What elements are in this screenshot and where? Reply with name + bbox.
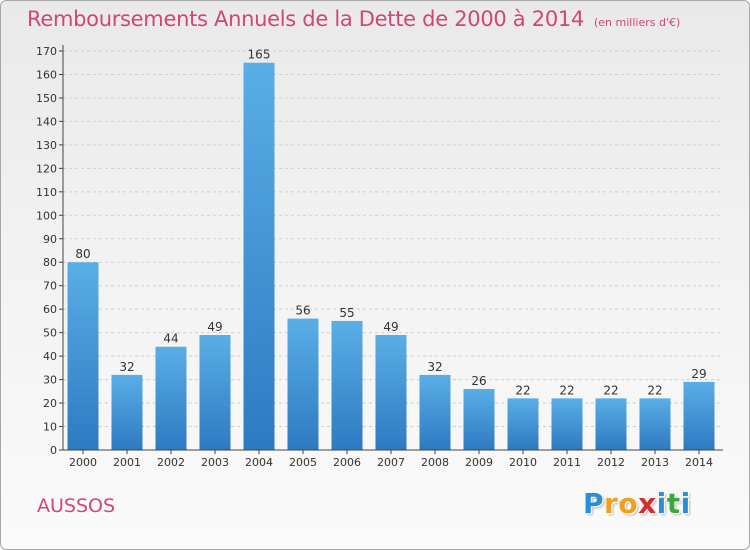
tick-labels: 0 10 20 30 40 50 60 70 80 90 100 110 120 130 140 150 160… — [36, 45, 713, 469]
bars — [67, 62, 715, 451]
bar-2010 — [507, 398, 539, 450]
y-tick-label: 120 — [36, 162, 57, 175]
x-tick-label: 2010 — [509, 456, 537, 469]
data-label: 22 — [647, 383, 662, 397]
x-tick-label: 2008 — [421, 456, 449, 469]
x-tick-label: 2009 — [465, 456, 493, 469]
logo-letter: o — [618, 487, 639, 520]
x-tick-label: 2007 — [377, 456, 405, 469]
logo-letter: i — [656, 487, 667, 520]
y-tick-label: 0 — [50, 444, 57, 457]
y-tick-label: 170 — [36, 45, 57, 58]
bar-2014 — [683, 381, 715, 450]
x-tick-label: 2013 — [641, 456, 669, 469]
bar-2008 — [419, 374, 451, 450]
y-tick-label: 60 — [43, 303, 57, 316]
y-tick-label: 30 — [43, 374, 57, 387]
x-tick-label: 2005 — [289, 456, 317, 469]
bar-2007 — [375, 334, 407, 450]
data-label: 165 — [248, 48, 271, 62]
y-tick-label: 130 — [36, 139, 57, 152]
y-tick-label: 90 — [43, 233, 57, 246]
logo-letter: i — [680, 487, 691, 520]
bar-2005 — [287, 318, 319, 450]
data-label: 55 — [339, 306, 354, 320]
data-label: 22 — [559, 383, 574, 397]
bar-2000 — [67, 262, 99, 450]
bar-2009 — [463, 388, 495, 450]
logo-letter: t — [666, 487, 681, 520]
y-tick-label: 20 — [43, 397, 57, 410]
bar-2001 — [111, 374, 143, 450]
chart-subtitle: (en milliers d'€) — [594, 16, 681, 29]
x-tick-label: 2012 — [597, 456, 625, 469]
data-label: 32 — [427, 360, 442, 374]
data-label: 56 — [295, 304, 310, 318]
x-tick-label: 2003 — [201, 456, 229, 469]
data-label: 32 — [119, 360, 134, 374]
y-tick-label: 140 — [36, 115, 57, 128]
logo-letter: P — [583, 487, 605, 520]
y-tick-label: 50 — [43, 327, 57, 340]
bar-2004 — [243, 62, 275, 451]
x-tick-label: 2001 — [113, 456, 141, 469]
x-tick-label: 2014 — [685, 456, 713, 469]
chart-title: Remboursements Annuels de la Dette de 20… — [27, 7, 681, 31]
data-label: 26 — [471, 374, 486, 388]
x-tick-label: 2002 — [157, 456, 185, 469]
logo-letter: r — [604, 487, 619, 520]
bar-2002 — [155, 346, 187, 450]
y-tick-label: 100 — [36, 209, 57, 222]
commune-name: AUSSOS — [37, 495, 116, 517]
x-tick-label: 2011 — [553, 456, 581, 469]
data-label: 49 — [207, 320, 222, 334]
data-label: 22 — [515, 383, 530, 397]
data-label: 22 — [603, 383, 618, 397]
data-label: 44 — [163, 332, 178, 346]
bar-2003 — [199, 334, 231, 450]
data-label: 49 — [383, 320, 398, 334]
y-tick-label: 40 — [43, 350, 57, 363]
proxiti-logo: Proxiti — [583, 487, 691, 520]
logo-letter: x — [638, 487, 657, 520]
axes — [59, 45, 723, 454]
data-label: 29 — [691, 367, 706, 381]
bar-2013 — [639, 398, 671, 450]
y-tick-label: 160 — [36, 68, 57, 81]
y-tick-label: 80 — [43, 256, 57, 269]
y-tick-label: 150 — [36, 92, 57, 105]
y-tick-label: 110 — [36, 186, 57, 199]
bar-2012 — [595, 398, 627, 450]
x-tick-label: 2006 — [333, 456, 361, 469]
bar-2006 — [331, 320, 363, 450]
y-tick-label: 70 — [43, 280, 57, 293]
x-tick-label: 2004 — [245, 456, 273, 469]
y-tick-label: 10 — [43, 421, 57, 434]
data-label: 80 — [75, 247, 90, 261]
x-tick-label: 2000 — [69, 456, 97, 469]
bar-2011 — [551, 398, 583, 450]
